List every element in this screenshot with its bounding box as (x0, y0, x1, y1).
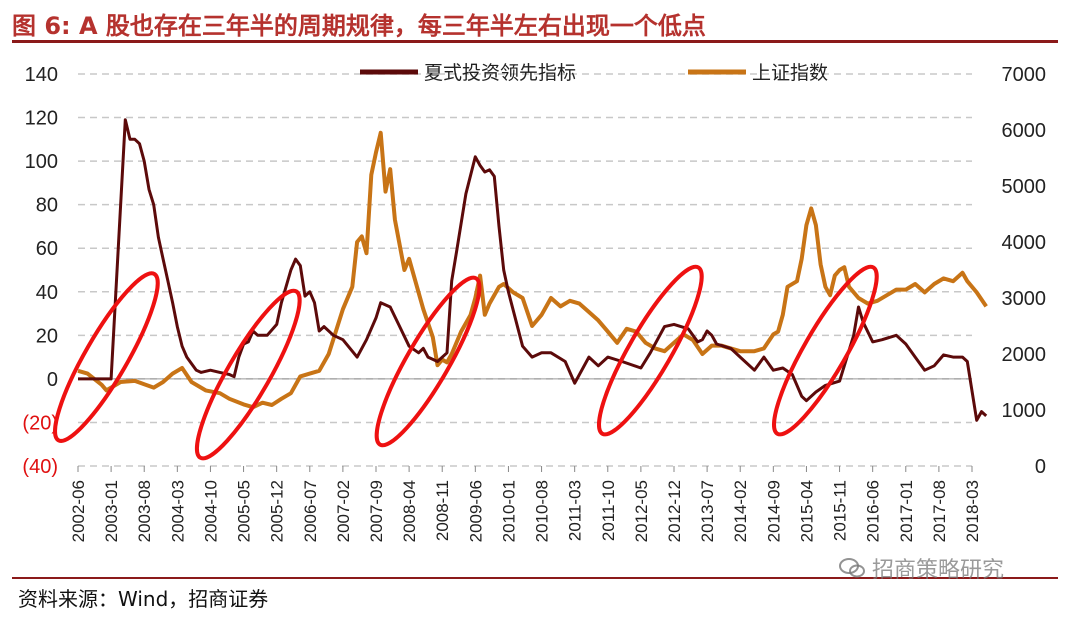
x-tick-label: 2015-04 (797, 480, 816, 542)
y-right-tick-label: 1000 (1002, 400, 1047, 422)
y-left-tick-label: (40) (22, 456, 58, 478)
legend-label-leading-indicator: 夏式投资领先指标 (424, 62, 576, 84)
title-rule (12, 40, 1058, 43)
y-axis-right-ticks: 7000 6000 5000 4000 3000 2000 1000 0 (1002, 64, 1047, 478)
highlight-ellipses (53, 264, 879, 461)
highlight-ellipse (772, 264, 879, 437)
x-tick-label: 2007-09 (367, 480, 386, 542)
y-right-tick-label: 7000 (1002, 64, 1047, 86)
y-left-tick-label: 140 (25, 64, 58, 86)
x-tick-label: 2006-07 (301, 480, 320, 542)
x-tick-label: 2010-01 (499, 480, 518, 542)
x-tick-label: 2005-05 (235, 480, 254, 542)
series-lines (77, 118, 988, 422)
legend: 夏式投资领先指标 上证指数 (360, 62, 828, 84)
watermark: 招商策略研究 (838, 552, 1004, 584)
watermark-text: 招商策略研究 (872, 558, 1005, 583)
y-left-tick-label: 0 (47, 369, 58, 391)
y-axis-left-ticks: 140 120 100 80 60 40 20 0 (20) (40) (22, 64, 58, 478)
legend-label-sse-index: 上证指数 (752, 62, 828, 84)
y-left-tick-label: 20 (36, 325, 58, 347)
source-note: 资料来源：Wind，招商证券 (18, 587, 269, 611)
y-left-tick-label: 120 (25, 108, 58, 130)
series-line-leading-indicator (78, 118, 988, 422)
x-tick-label: 2013-07 (698, 480, 717, 542)
x-tick-label: 2002-06 (69, 480, 88, 542)
x-tick-label: 2009-06 (466, 480, 485, 542)
x-tick-label: 2003-08 (135, 480, 154, 542)
y-left-tick-label: 100 (25, 151, 58, 173)
x-tick-label: 2018-03 (963, 480, 982, 542)
x-tick-label: 2007-02 (334, 480, 353, 542)
series-line-sse-index (77, 130, 988, 410)
highlight-ellipse (374, 275, 482, 448)
x-tick-label: 2017-08 (930, 480, 949, 542)
y-left-tick-label: 40 (36, 282, 58, 304)
figure-title: 图 6: A 股也存在三年半的周期规律，每三年半左右出现一个低点 (12, 12, 706, 40)
y-right-tick-label: 2000 (1002, 344, 1047, 366)
y-left-tick-label: (20) (22, 412, 58, 434)
highlight-ellipse (194, 288, 302, 461)
x-tick-label: 2014-02 (731, 480, 750, 542)
y-left-tick-label: 60 (36, 238, 58, 260)
x-tick-label: 2004-03 (168, 480, 187, 542)
x-tick-label: 2010-08 (533, 480, 552, 542)
y-right-tick-label: 0 (1035, 456, 1046, 478)
x-tick-label: 2003-01 (102, 480, 121, 542)
x-tick-label: 2016-06 (864, 480, 883, 542)
x-axis: 2002-06 2003-01 2003-08 2004-03 2004-10 2005-… (69, 378, 982, 542)
y-right-tick-label: 5000 (1002, 176, 1047, 198)
wechat-icon (839, 558, 865, 578)
highlight-ellipse (53, 271, 160, 443)
x-tick-label: 2014-09 (764, 480, 783, 542)
x-tick-label: 2011-03 (566, 480, 585, 541)
y-right-tick-label: 4000 (1002, 232, 1047, 254)
y-right-tick-label: 6000 (1002, 120, 1047, 142)
x-tick-label: 2012-12 (665, 480, 684, 542)
x-tick-label: 2008-11 (433, 480, 452, 541)
highlight-ellipse (597, 264, 704, 437)
y-right-tick-label: 3000 (1002, 288, 1047, 310)
x-tick-label: 2008-04 (400, 480, 419, 542)
x-tick-label: 2017-01 (897, 480, 916, 542)
x-tick-label: 2011-10 (599, 480, 618, 541)
x-tick-label: 2012-05 (632, 480, 651, 542)
y-left-tick-label: 80 (36, 195, 58, 217)
x-tick-label: 2005-12 (268, 480, 287, 542)
x-tick-label: 2004-10 (201, 480, 220, 542)
footer-rule (12, 577, 1058, 579)
x-tick-label: 2015-11 (831, 480, 850, 541)
